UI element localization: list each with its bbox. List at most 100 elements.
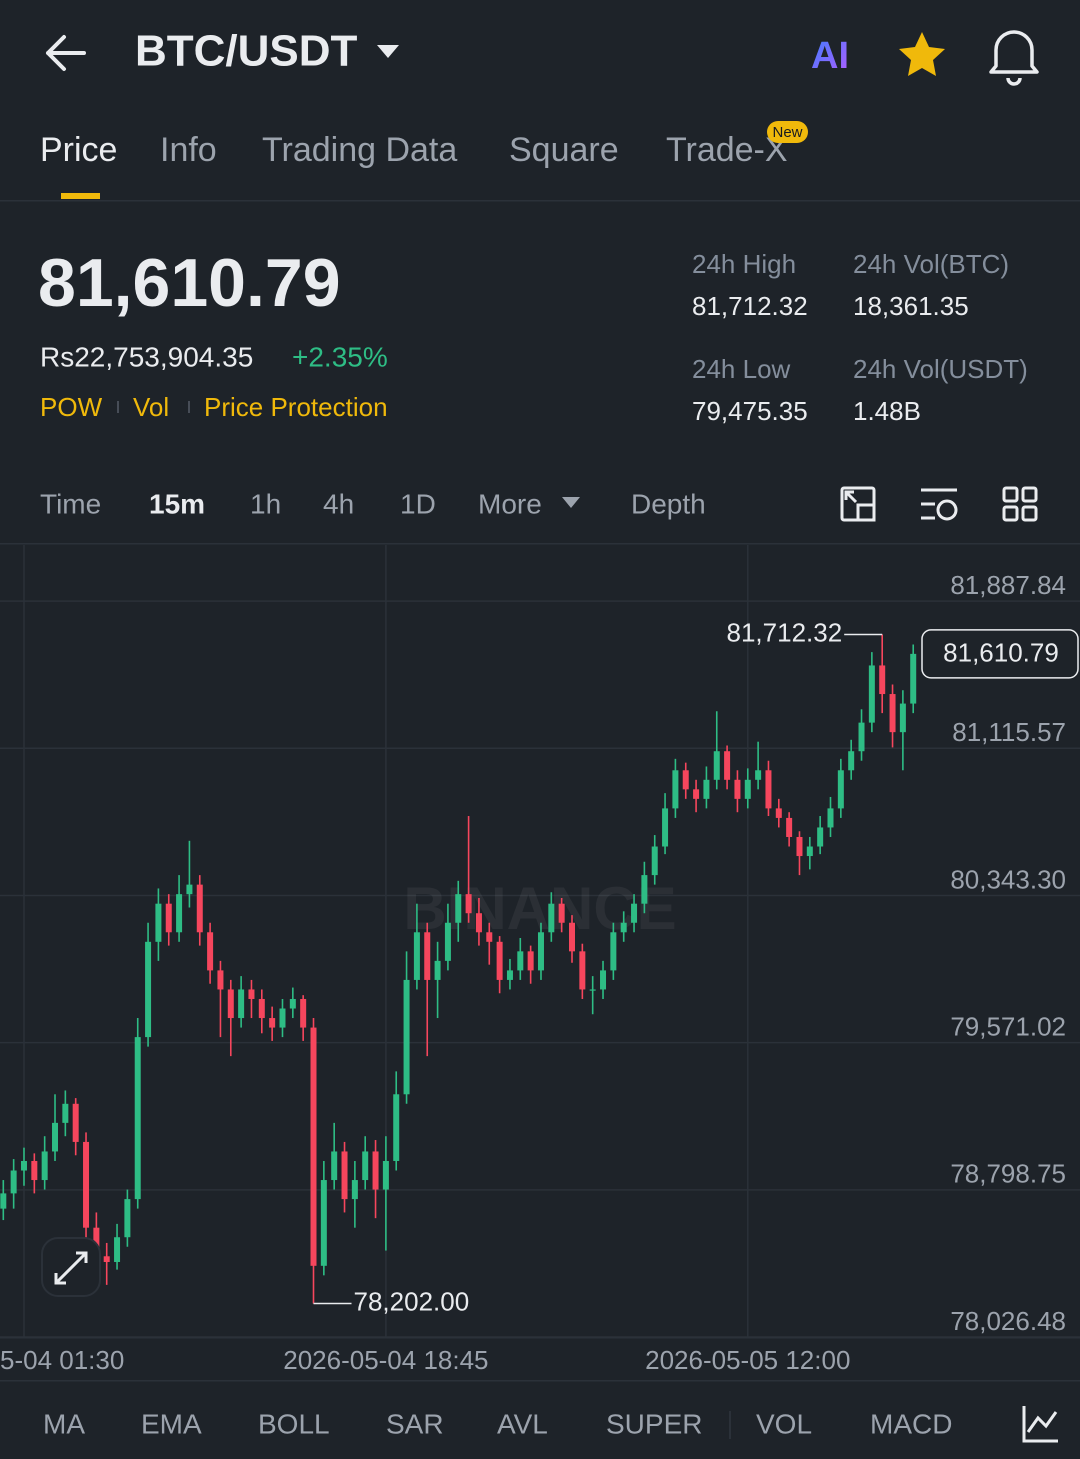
candle-body <box>744 779 751 799</box>
candle-body <box>52 1122 59 1152</box>
candle-body <box>713 751 720 780</box>
candle-body <box>300 998 307 1028</box>
stat-value: 81,712.32 <box>692 291 808 321</box>
candle-body <box>806 846 813 857</box>
tab[interactable]: Info <box>160 131 217 169</box>
pair-title[interactable]: BTC/USDT <box>135 27 358 76</box>
candle-body <box>579 951 586 990</box>
pair-dropdown[interactable] <box>377 45 399 58</box>
indicator[interactable]: MACD <box>870 1408 952 1439</box>
new-badge-bg <box>767 121 808 143</box>
fullscreen-button[interactable] <box>41 1237 101 1297</box>
interval[interactable]: 4h <box>323 488 354 519</box>
chart-tool[interactable] <box>840 486 876 522</box>
indicator[interactable]: SAR <box>386 1408 444 1439</box>
candle-body <box>124 1199 131 1238</box>
candle-body <box>817 827 824 847</box>
ai-button[interactable]: AI <box>811 35 849 77</box>
candle-body <box>310 1027 317 1266</box>
indicator[interactable]: MA <box>43 1408 85 1439</box>
candle-body <box>837 770 844 809</box>
candle-body <box>765 770 772 809</box>
indicator[interactable]: EMA <box>141 1408 202 1439</box>
candle-body <box>703 779 710 799</box>
x-tick-label: 2026-05-04 18:45 <box>283 1345 488 1375</box>
stat-label: 24h Vol(USDT) <box>853 354 1028 384</box>
favorite-star[interactable] <box>899 32 945 76</box>
y-tick-label: 81,115.57 <box>952 717 1066 747</box>
tab[interactable]: Trade-X <box>666 131 788 169</box>
candle-body <box>517 951 524 971</box>
candle-body <box>320 1180 327 1266</box>
candle-body <box>496 941 503 980</box>
divider <box>0 1380 1080 1382</box>
candle-body <box>672 770 679 809</box>
tag[interactable]: Price Protection <box>204 392 388 422</box>
candle-body <box>114 1237 121 1262</box>
candle-body <box>62 1103 69 1123</box>
candle-body <box>620 922 627 933</box>
candle-body <box>465 894 472 914</box>
divider <box>0 1337 1080 1339</box>
interval[interactable]: Time <box>40 488 101 519</box>
indicator[interactable]: VOL <box>756 1408 812 1439</box>
more-dropdown[interactable] <box>562 497 580 508</box>
candle-body <box>910 653 917 704</box>
candle-body <box>155 903 162 942</box>
interval[interactable]: 1D <box>400 488 436 519</box>
candle-body <box>93 1227 100 1257</box>
local-price: Rs22,753,904.35 <box>40 341 253 372</box>
candle-body <box>289 998 296 1009</box>
candle-body <box>506 970 513 980</box>
candle-body <box>827 808 834 828</box>
tab[interactable]: Square <box>509 131 619 169</box>
indicator-settings[interactable] <box>1022 1406 1058 1443</box>
candle-body <box>558 903 565 923</box>
tag[interactable]: Vol <box>133 392 169 422</box>
candle-body <box>548 903 555 933</box>
candle-body <box>734 779 741 799</box>
candle-body <box>83 1141 90 1228</box>
back-button[interactable] <box>46 35 86 71</box>
tab-indicator <box>61 193 100 199</box>
candle-body <box>341 1151 348 1200</box>
candle-body <box>413 932 420 980</box>
candle-body <box>134 1037 141 1200</box>
candle-body <box>662 808 669 847</box>
tab[interactable]: Trading Data <box>262 131 457 169</box>
candle-body <box>651 846 658 876</box>
interval[interactable]: More <box>478 488 542 519</box>
indicator[interactable]: AVL <box>497 1408 548 1439</box>
candle-body <box>186 884 193 895</box>
y-tick-label: 80,343.30 <box>950 864 1066 894</box>
notification-bell[interactable] <box>989 30 1039 86</box>
tag[interactable]: POW <box>40 392 103 422</box>
candle-body <box>103 1256 110 1262</box>
y-tick-label: 78,798.75 <box>950 1159 1066 1189</box>
interval[interactable]: 1h <box>250 488 281 519</box>
separator <box>729 1411 731 1439</box>
candle-body <box>269 1018 276 1028</box>
candle-body <box>475 913 482 933</box>
candle-body <box>362 1151 369 1181</box>
candle-body <box>351 1180 358 1200</box>
candle-body <box>858 722 865 752</box>
candle-body <box>331 1151 338 1181</box>
candle-body <box>279 1008 286 1028</box>
interval[interactable]: Depth <box>631 488 706 519</box>
y-tick-label: 78,026.48 <box>950 1306 1066 1336</box>
interval[interactable]: 15m <box>149 488 205 519</box>
candle-body <box>775 808 782 818</box>
tab[interactable]: Price <box>40 131 117 169</box>
chart-settings[interactable] <box>921 488 958 521</box>
candle-body <box>196 884 203 933</box>
candle-body <box>10 1170 17 1194</box>
candle-body <box>207 932 214 971</box>
layout-button[interactable] <box>1002 486 1038 522</box>
candle-body <box>382 1160 389 1190</box>
indicator[interactable]: SUPER <box>606 1408 702 1439</box>
candle-body <box>145 941 152 1038</box>
indicator[interactable]: BOLL <box>258 1408 330 1439</box>
candle-body <box>537 932 544 971</box>
